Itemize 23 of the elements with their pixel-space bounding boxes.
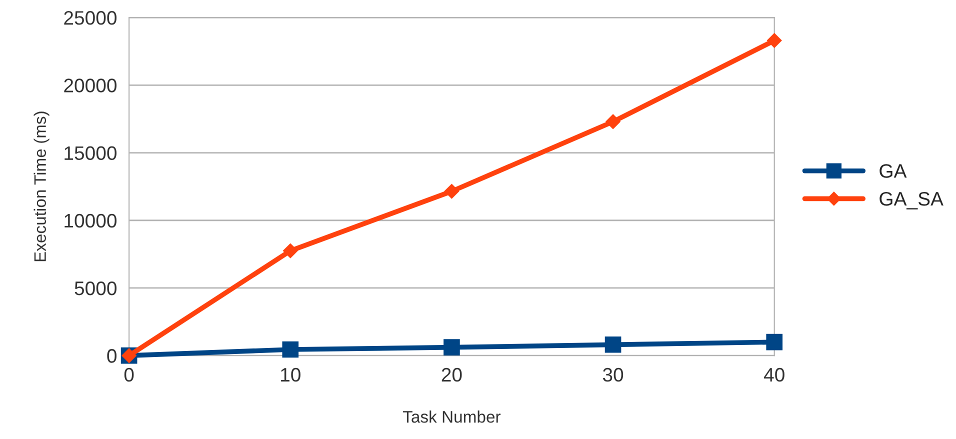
point [282, 243, 298, 258]
y-tick-label: 10000 [64, 214, 116, 228]
point [604, 336, 622, 353]
point [444, 184, 460, 199]
x-tick-label: 40 [764, 368, 784, 382]
x-tick-label: 10 [281, 368, 300, 382]
x-axis-title: Task Number [403, 410, 501, 423]
y-tick-label: 15000 [64, 146, 116, 160]
point [282, 341, 299, 358]
y-tick-label: 5000 [74, 281, 116, 296]
x-tick-label: 30 [602, 368, 624, 382]
point [606, 114, 620, 130]
x-tick-label: 20 [442, 368, 462, 382]
y-tick-label: 20000 [64, 78, 116, 92]
legend-label: GA [880, 164, 907, 178]
point [766, 334, 783, 350]
y-axis-title: Execution Time (ms) [34, 112, 50, 262]
point [444, 339, 460, 356]
y-tick-label: 0 [107, 349, 116, 363]
point [766, 33, 782, 48]
y-tick-label: 25000 [64, 11, 116, 25]
legend-label: GA_SA [880, 192, 944, 210]
x-tick-label: 0 [124, 368, 134, 382]
